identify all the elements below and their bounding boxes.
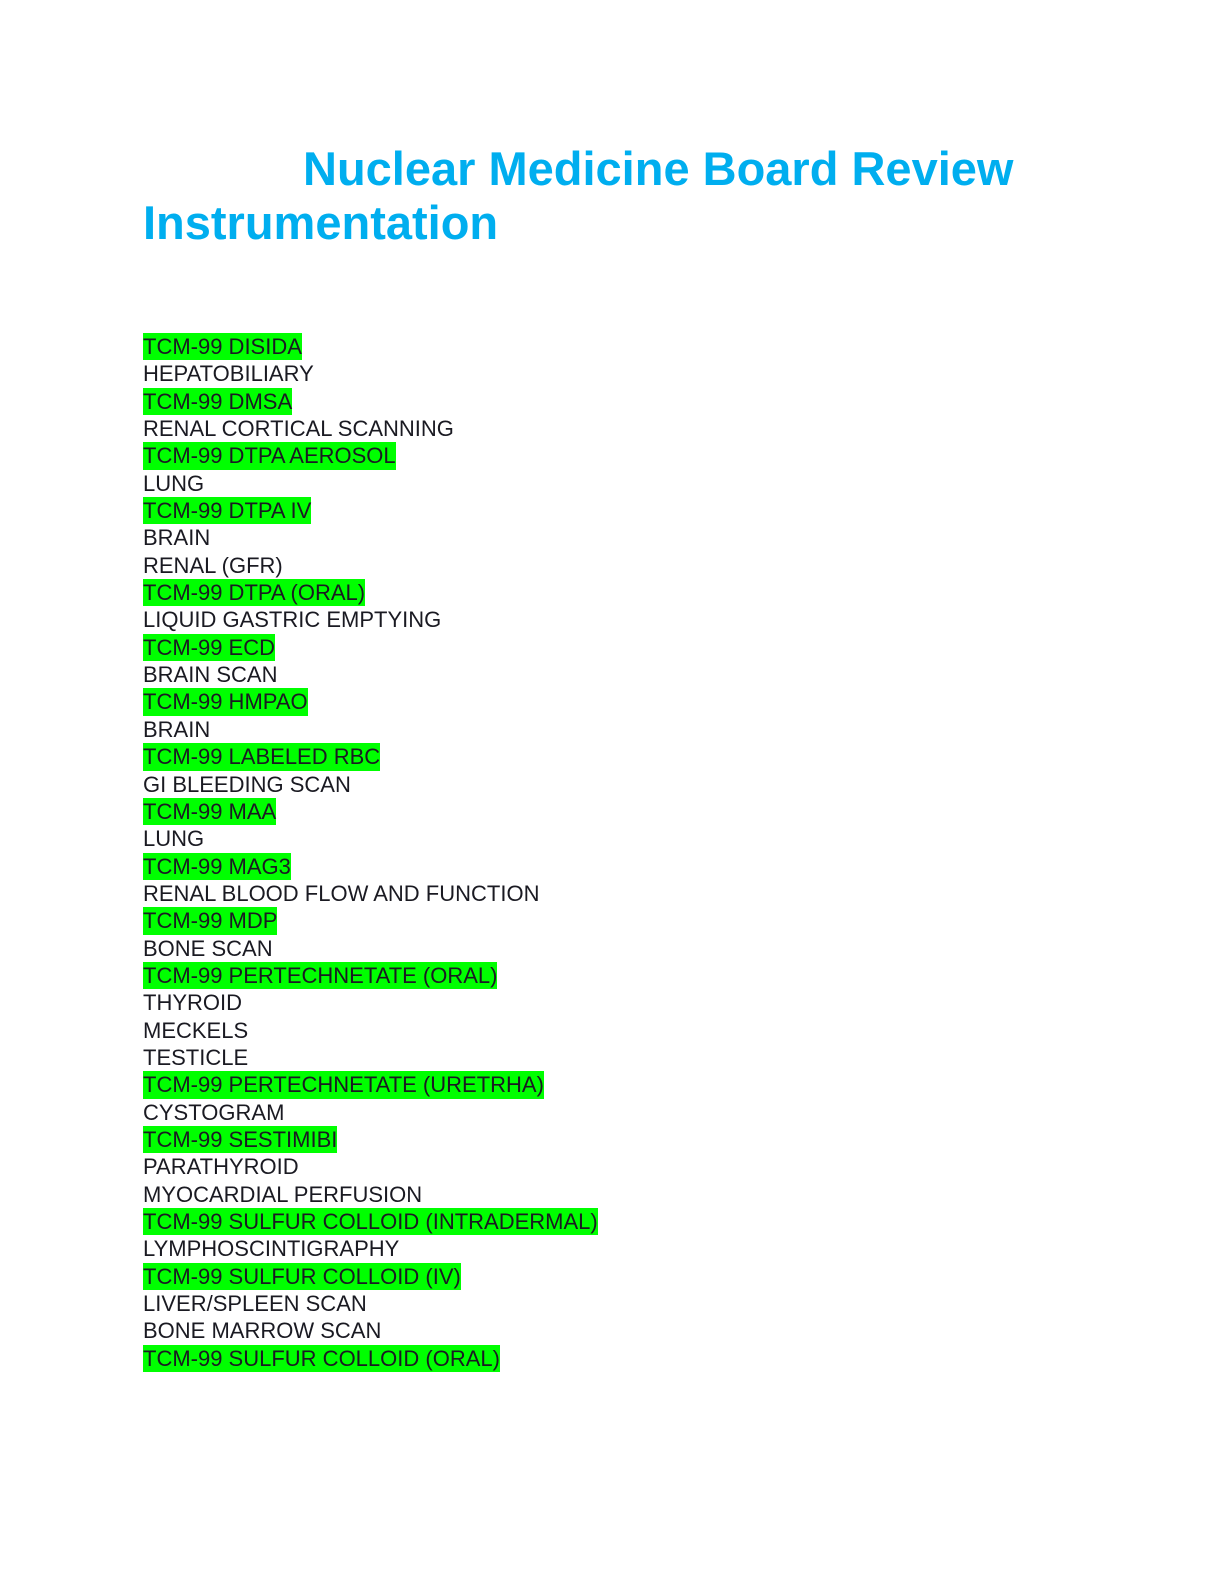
- highlighted-agent-text: TCM-99 DISIDA: [143, 333, 302, 361]
- indication-text: LIVER/SPLEEN SCAN: [143, 1291, 367, 1317]
- indication-item: BONE MARROW SCAN: [143, 1317, 598, 1344]
- indication-item: HEPATOBILIARY: [143, 360, 598, 387]
- highlighted-agent-text: TCM-99 DTPA IV: [143, 497, 312, 525]
- indication-item: LUNG: [143, 825, 598, 852]
- agent-heading: TCM-99 MAA: [143, 797, 598, 826]
- highlighted-agent-text: TCM-99 DMSA: [143, 387, 293, 416]
- indication-item: LUNG: [143, 470, 598, 497]
- indication-text: CYSTOGRAM: [143, 1099, 285, 1125]
- indication-item: RENAL (GFR): [143, 552, 598, 579]
- indication-item: BRAIN: [143, 524, 598, 551]
- indication-text: LUNG: [143, 470, 205, 496]
- highlighted-agent-text: TCM-99 DTPA (ORAL): [143, 579, 366, 607]
- agent-heading: TCM-99 SESTIMIBI: [143, 1125, 598, 1154]
- indication-item: MYOCARDIAL PERFUSION: [143, 1181, 598, 1208]
- title-line-1: Nuclear Medicine Board Review: [303, 142, 1014, 195]
- agent-heading: TCM-99 SULFUR COLLOID (ORAL): [143, 1344, 598, 1373]
- highlighted-agent-text: TCM-99 MDP: [143, 907, 278, 935]
- document-title: Nuclear Medicine Board Review Instrument…: [143, 142, 1013, 250]
- indication-item: TESTICLE: [143, 1044, 598, 1071]
- highlighted-agent-text: TCM-99 SULFUR COLLOID (IV): [143, 1262, 461, 1291]
- highlighted-agent-text: TCM-99 PERTECHNETATE (URETRHA): [143, 1071, 544, 1099]
- highlighted-agent-text: TCM-99 SULFUR COLLOID (INTRADERMAL): [143, 1208, 598, 1236]
- highlighted-agent-text: TCM-99 SULFUR COLLOID (ORAL): [143, 1344, 500, 1373]
- agent-heading: TCM-99 MAG3: [143, 852, 598, 880]
- indication-text: LIQUID GASTRIC EMPTYING: [143, 607, 442, 633]
- highlighted-agent-text: TCM-99 MAA: [143, 797, 277, 826]
- indication-text: LYMPHOSCINTIGRAPHY: [143, 1236, 400, 1262]
- agent-heading: TCM-99 DISIDA: [143, 333, 598, 361]
- agent-heading: TCM-99 MDP: [143, 907, 598, 935]
- indication-text: BRAIN SCAN: [143, 662, 278, 688]
- indication-text: RENAL CORTICAL SCANNING: [143, 416, 454, 442]
- indication-item: RENAL BLOOD FLOW AND FUNCTION: [143, 880, 598, 907]
- agent-heading: TCM-99 PERTECHNETATE (ORAL): [143, 961, 598, 990]
- indication-text: BRAIN: [143, 525, 211, 551]
- indication-text: BONE SCAN: [143, 935, 273, 961]
- indication-text: RENAL BLOOD FLOW AND FUNCTION: [143, 880, 540, 906]
- indication-item: THYROID: [143, 989, 598, 1016]
- indication-item: BRAIN: [143, 716, 598, 743]
- indication-text: HEPATOBILIARY: [143, 361, 314, 387]
- highlighted-agent-text: TCM-99 HMPAO: [143, 688, 308, 716]
- agent-heading: TCM-99 SULFUR COLLOID (IV): [143, 1262, 598, 1291]
- indication-item: BONE SCAN: [143, 935, 598, 962]
- indication-text: RENAL (GFR): [143, 552, 283, 578]
- agent-heading: TCM-99 DTPA (ORAL): [143, 579, 598, 607]
- agent-heading: TCM-99 DTPA IV: [143, 497, 598, 525]
- highlighted-agent-text: TCM-99 MAG3: [143, 852, 291, 880]
- agent-heading: TCM-99 PERTECHNETATE (URETRHA): [143, 1071, 598, 1099]
- agent-heading: TCM-99 DMSA: [143, 387, 598, 416]
- indication-item: LIQUID GASTRIC EMPTYING: [143, 606, 598, 633]
- indication-text: MECKELS: [143, 1017, 249, 1043]
- indication-text: LUNG: [143, 826, 205, 852]
- agent-heading: TCM-99 HMPAO: [143, 688, 598, 716]
- agent-heading: TCM-99 SULFUR COLLOID (INTRADERMAL): [143, 1208, 598, 1236]
- agent-heading: TCM-99 DTPA AEROSOL: [143, 442, 598, 470]
- agent-heading: TCM-99 ECD: [143, 633, 598, 662]
- indication-item: LYMPHOSCINTIGRAPHY: [143, 1235, 598, 1262]
- indication-item: LIVER/SPLEEN SCAN: [143, 1290, 598, 1317]
- highlighted-agent-text: TCM-99 LABELED RBC: [143, 743, 381, 771]
- highlighted-agent-text: TCM-99 SESTIMIBI: [143, 1125, 338, 1154]
- highlighted-agent-text: TCM-99 DTPA AEROSOL: [143, 442, 396, 470]
- indication-item: BRAIN SCAN: [143, 661, 598, 688]
- indication-item: CYSTOGRAM: [143, 1099, 598, 1126]
- title-line-2: Instrumentation: [143, 196, 499, 249]
- indication-item: PARATHYROID: [143, 1153, 598, 1180]
- indication-text: BONE MARROW SCAN: [143, 1318, 382, 1344]
- indication-text: TESTICLE: [143, 1044, 249, 1070]
- indication-text: PARATHYROID: [143, 1154, 299, 1180]
- radiopharmaceutical-list: TCM-99 DISIDA HEPATOBILIARY TCM-99 DMSA REN…: [143, 333, 598, 1373]
- agent-heading: TCM-99 LABELED RBC: [143, 743, 598, 771]
- indication-text: BRAIN: [143, 716, 211, 742]
- indication-text: MYOCARDIAL PERFUSION: [143, 1181, 423, 1207]
- indication-text: GI BLEEDING SCAN: [143, 771, 351, 797]
- highlighted-agent-text: TCM-99 ECD: [143, 633, 276, 662]
- indication-item: RENAL CORTICAL SCANNING: [143, 415, 598, 442]
- indication-item: MECKELS: [143, 1017, 598, 1044]
- highlighted-agent-text: TCM-99 PERTECHNETATE (ORAL): [143, 961, 498, 990]
- indication-item: GI BLEEDING SCAN: [143, 771, 598, 798]
- indication-text: THYROID: [143, 990, 242, 1016]
